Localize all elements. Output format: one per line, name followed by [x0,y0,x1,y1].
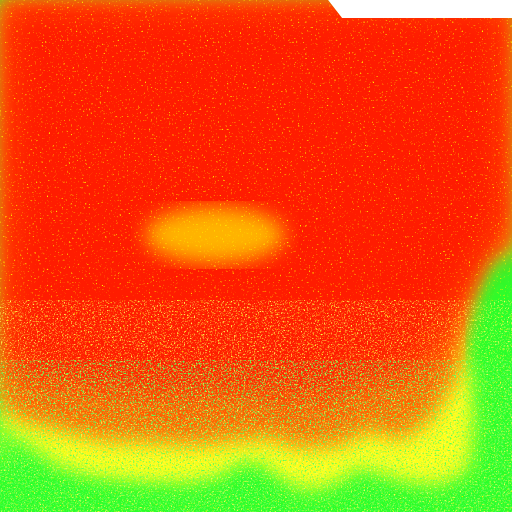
speckle-layer-green [0,360,512,512]
